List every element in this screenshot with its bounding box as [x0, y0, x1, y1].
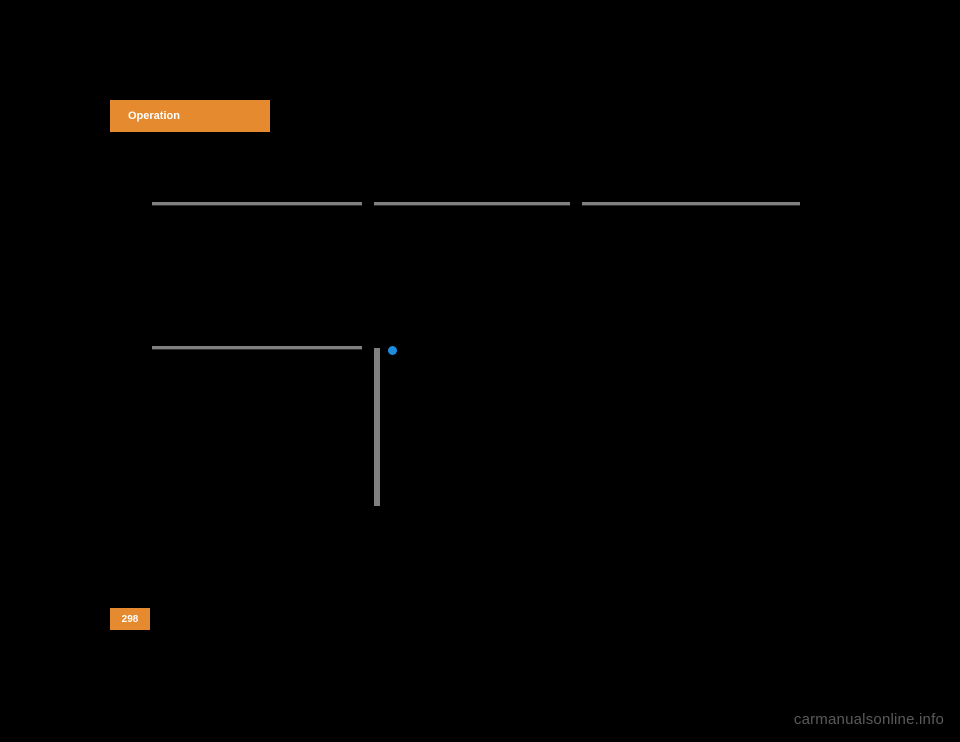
- page-number: 298: [122, 614, 139, 625]
- column-rule: [152, 346, 362, 350]
- page-number-tab: 298: [110, 608, 150, 630]
- document-page: Operation 298: [110, 100, 810, 630]
- column-rule: [582, 202, 800, 206]
- note-sidebar-rule: [374, 348, 380, 506]
- column-rule: [374, 202, 570, 206]
- column-rule: [152, 202, 362, 206]
- watermark-text: carmanualsonline.info: [794, 711, 944, 728]
- section-header-label: Operation: [128, 110, 180, 122]
- info-bullet-icon: [388, 346, 397, 355]
- section-header-tab: Operation: [110, 100, 270, 132]
